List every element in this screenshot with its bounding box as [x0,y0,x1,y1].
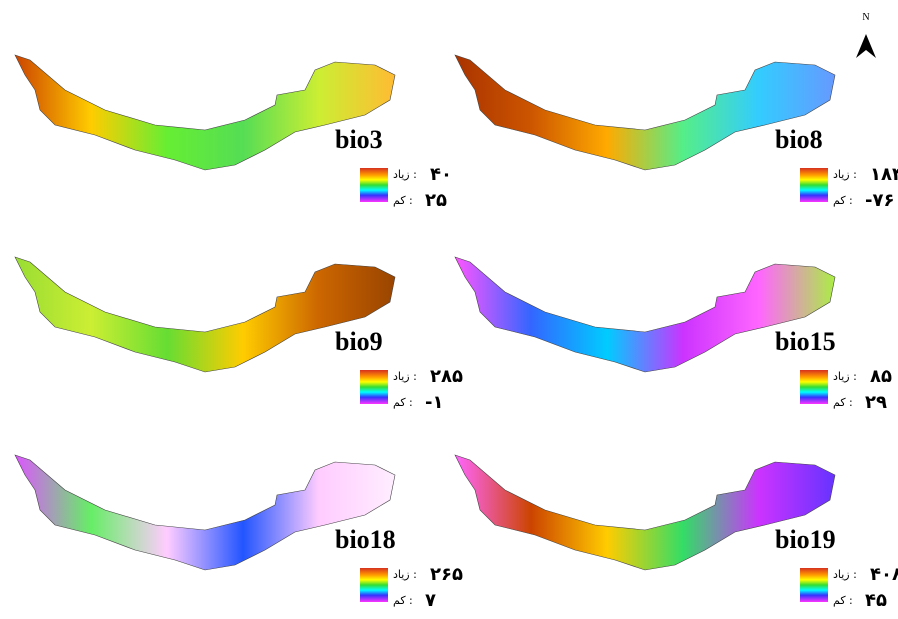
figure: N bio3 زیاد : ۴۰ کم : ۲۵ bio8 زیاد : ۱۸۴ کم : -۷۶… [0,0,898,619]
legend-ramp [800,370,828,404]
legend-high-value: ۲۸۵ [430,366,463,387]
legend-low-label: کم : [393,594,413,607]
legend-high-label: زیاد : [393,568,417,581]
map-panel: bio19 زیاد : ۴۰۸ کم : ۴۵ [455,455,898,611]
map-panel: bio3 زیاد : ۴۰ کم : ۲۵ [15,55,452,211]
legend-low-label: کم : [833,594,853,607]
legend-ramp [800,568,828,602]
north-label: N [862,12,869,23]
map-panel: bio9 زیاد : ۲۸۵ کم : -۱ [15,257,463,413]
legend-low-label: کم : [393,396,413,409]
north-arrow: N [856,12,876,58]
legend-low-value: ۲۵ [425,190,447,211]
legend-ramp [360,370,388,404]
legend-low-value: ۲۹ [865,392,887,413]
legend-ramp [360,568,388,602]
legend-ramp [800,168,828,202]
legend-high-label: زیاد : [833,370,857,383]
legend-high-label: زیاد : [393,370,417,383]
legend-high-value: ۸۵ [870,366,892,387]
legend-ramp [360,168,388,202]
map-panel: bio15 زیاد : ۸۵ کم : ۲۹ [455,257,892,413]
legend-low-label: کم : [393,194,413,207]
legend-high-value: ۴۰ [430,164,452,185]
panel-title: bio15 [775,327,836,356]
legend-low-value: -۷۶ [865,190,894,211]
panel-title: bio3 [335,125,383,154]
map-panel: bio18 زیاد : ۲۶۵ کم : ۷ [15,455,463,611]
legend-low-value: ۴۵ [865,590,887,611]
legend-low-label: کم : [833,396,853,409]
legend-high-label: زیاد : [393,168,417,181]
panel-title: bio19 [775,525,836,554]
legend-high-value: ۴۰۸ [870,564,898,585]
legend-high-value: ۱۸۴ [870,164,898,185]
legend-low-label: کم : [833,194,853,207]
legend-low-value: ۷ [425,590,436,611]
legend-high-value: ۲۶۵ [430,564,463,585]
legend-high-label: زیاد : [833,168,857,181]
map-panel: bio8 زیاد : ۱۸۴ کم : -۷۶ [455,55,898,211]
panel-title: bio8 [775,125,823,154]
panel-title: bio18 [335,525,396,554]
legend-high-label: زیاد : [833,568,857,581]
panel-title: bio9 [335,327,383,356]
legend-low-value: -۱ [425,392,443,413]
